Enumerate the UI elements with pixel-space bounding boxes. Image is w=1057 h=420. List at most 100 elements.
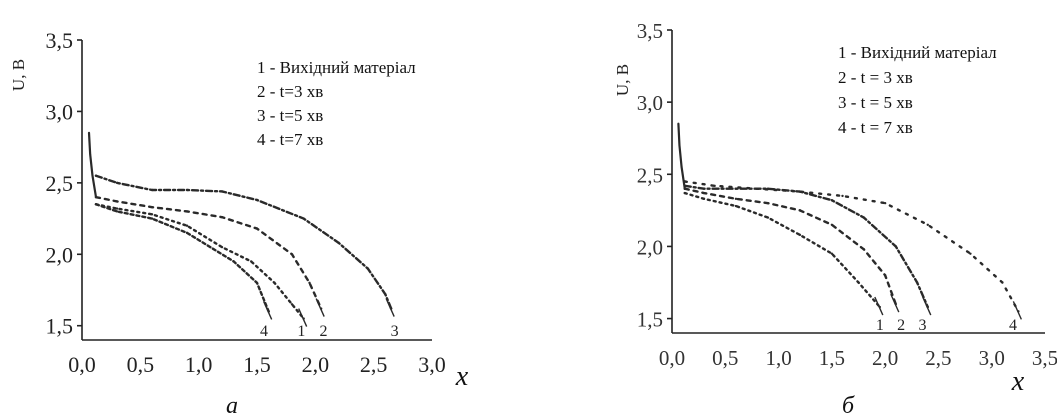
data-point-3 [830,199,834,202]
series-line-3 [94,174,393,310]
curve-number-label: 4 [260,323,268,340]
legend-entry: 1 - Вихідний матеріал [257,58,416,77]
chart-panel-a: 1,5 2,0 2,5 3,0 3,5 0,0 0,5 1,0 1,5 2,0 2,5 3,0 U, B… [9,28,469,419]
series-end-stroke-3 [385,298,395,317]
y-tick-label: 2,0 [637,235,663,259]
data-point-2 [94,195,98,199]
legend-entry: 4 - t=7 хв [257,130,323,149]
x-tick-label: 3,5 [1032,346,1057,370]
data-point-2 [883,274,887,277]
data-point-2 [150,205,154,209]
panel-label: a [226,393,238,419]
data-point-4 [150,217,154,220]
legend-entry: 3 - t=5 хв [257,106,323,125]
data-point-1 [702,197,706,201]
data-point-4 [883,201,887,205]
data-point-1 [220,245,224,249]
legend-entry: 2 - t = 3 хв [838,68,913,87]
x-tick-label: 3,0 [418,352,446,377]
series-line-4 [683,180,1020,313]
y-axis-label: U, B [9,59,28,91]
data-point-1 [683,191,686,195]
curve-number-label: 2 [897,317,905,334]
y-tick-label: 2,0 [46,242,74,267]
data-point-1 [798,233,802,237]
data-point-4 [756,187,759,190]
data-point-4 [115,210,119,213]
data-point-3 [862,216,866,219]
curve-number-label: 2 [320,323,328,340]
data-point-2 [766,201,770,205]
data-point-2 [255,227,259,230]
data-point-3 [337,241,340,245]
curve-number-label: 4 [1009,317,1017,334]
curve-number-label: 1 [297,323,305,340]
x-tick-label: 2,5 [360,352,388,377]
data-point-4 [255,281,259,285]
data-point-3 [734,187,738,190]
data-point-1 [830,252,834,255]
series-line-2 [683,187,897,306]
data-point-1 [185,224,189,227]
x-tick-label: 2,5 [925,346,951,370]
y-tick-label: 1,5 [46,314,74,339]
series-end-stroke-4 [263,301,273,320]
data-point-2 [185,210,189,213]
data-point-4 [798,190,802,193]
x-axis-label: x [455,361,469,392]
data-point-2 [220,215,224,219]
data-point-4 [841,194,844,198]
data-point-1 [150,213,154,216]
series-end-stroke-2 [890,293,900,313]
data-point-2 [308,281,311,285]
data-point-4 [1001,281,1004,284]
legend-entry: 1 - Вихідний матеріал [838,43,997,62]
y-tick-label: 3,0 [637,91,663,115]
panel-label: б [842,393,855,419]
curve-number-label: 3 [391,323,399,340]
data-point-1 [766,216,770,219]
y-tick-label: 1,5 [637,308,663,332]
y-tick-label: 2,5 [637,163,663,187]
data-point-4 [926,223,929,226]
data-point-4 [713,184,716,188]
data-point-3 [894,245,897,248]
x-tick-label: 0,0 [68,352,96,377]
data-point-2 [115,200,119,203]
series-start-spike [677,122,686,190]
series-end-stroke-1 [874,296,884,316]
x-tick-label: 0,5 [127,352,155,377]
y-tick-label: 2,5 [46,171,74,196]
data-point-3 [255,198,259,202]
x-tick-label: 1,5 [819,346,845,370]
data-point-4 [683,180,686,183]
data-point-3 [150,188,154,192]
x-tick-label: 2,0 [302,352,330,377]
data-point-1 [734,204,738,208]
data-point-2 [683,187,686,190]
data-point-1 [273,281,276,285]
series-end-stroke-3 [922,296,932,316]
series-end-stroke-2 [315,298,325,317]
x-tick-label: 0,5 [712,346,738,370]
y-tick-label: 3,5 [46,28,74,53]
series-line-3 [683,184,929,309]
data-point-1 [249,260,253,263]
series-line-1 [683,191,882,309]
data-point-3 [702,187,706,190]
data-point-3 [185,188,189,192]
data-point-3 [683,184,686,188]
data-point-2 [702,191,706,195]
legend-entry: 2 - t=3 хв [257,82,323,101]
data-point-2 [830,223,834,226]
data-point-2 [290,253,294,256]
curve-number-label: 1 [876,317,884,334]
data-point-1 [115,207,119,210]
chart-panel-b: 1,52,02,53,03,50,0 0,5 1,0 1,5 2,0 2,5 3,0 3,5U… [613,19,1057,419]
data-point-2 [862,248,866,251]
data-point-3 [94,174,98,177]
data-point-3 [302,217,305,220]
data-point-4 [209,245,212,249]
series-end-stroke-1 [298,308,308,327]
